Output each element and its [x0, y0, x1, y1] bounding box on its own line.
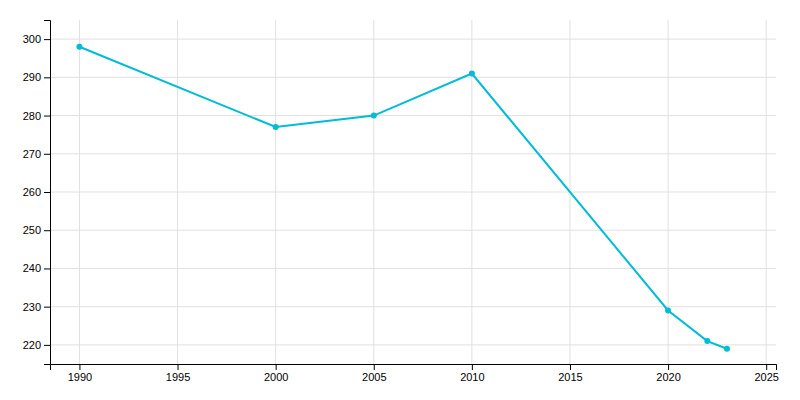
y-tick-mark [44, 39, 50, 40]
series [76, 44, 730, 352]
x-tick-label: 1990 [68, 371, 92, 383]
x-tick: 2005 [362, 364, 386, 383]
y-tick: 280 [23, 110, 50, 122]
y-grid-line [50, 230, 776, 231]
y-tick: 270 [23, 148, 50, 160]
x-tick: 1990 [68, 364, 92, 383]
y-tick-mark [44, 116, 50, 117]
x-tick: 2010 [460, 364, 484, 383]
y-tick-label: 270 [23, 148, 41, 160]
point [724, 346, 730, 352]
point [665, 307, 671, 313]
y-tick-label: 280 [23, 110, 41, 122]
chart: 1990 1995 2000 2005 2010 2015 2020 2025 220 230 24… [0, 0, 800, 400]
point [76, 44, 82, 50]
x-tick-mark [79, 364, 80, 370]
y-tick: 290 [23, 71, 50, 83]
x-tick-mark [472, 364, 473, 370]
y-tick-label: 240 [23, 262, 41, 274]
y-grid-line [50, 268, 776, 269]
y-tick: 240 [23, 262, 50, 274]
y-tick-mark [44, 307, 50, 308]
point [704, 338, 710, 344]
grid [50, 20, 776, 364]
x-tick: 2020 [656, 364, 680, 383]
x-tick-mark [668, 364, 669, 370]
x-tick-label: 2000 [264, 371, 288, 383]
y-grid-line [50, 77, 776, 78]
y-tick-label: 260 [23, 186, 41, 198]
point [371, 113, 377, 119]
x-tick-mark [276, 364, 277, 370]
x-tick-label: 2010 [460, 371, 484, 383]
y-tick-label: 220 [23, 339, 41, 351]
x-tick-label: 2005 [362, 371, 386, 383]
y-tick: 260 [23, 186, 50, 198]
x-tick-label: 1995 [166, 371, 190, 383]
x-tick-mark [766, 364, 767, 370]
x-axis: 1990 1995 2000 2005 2010 2015 2020 2025 [51, 364, 779, 383]
y-tick-label: 290 [23, 71, 41, 83]
line [79, 47, 727, 349]
x-tick-label: 2020 [656, 371, 680, 383]
x-tick: 1995 [166, 364, 190, 383]
y-tick-label: 250 [23, 224, 41, 236]
x-tick: 2000 [264, 364, 288, 383]
y-tick-label: 300 [23, 33, 41, 45]
y-tick-mark [44, 154, 50, 155]
plot: 1990 1995 2000 2005 2010 2015 2020 2025 220 230 24… [23, 20, 779, 383]
y-grid-line [50, 306, 776, 307]
y-tick: 230 [23, 301, 50, 313]
x-tick-label: 2015 [558, 371, 582, 383]
y-tick-label: 230 [23, 301, 41, 313]
y-grid-line [50, 344, 776, 345]
x-tick-mark [178, 364, 179, 370]
y-tick: 250 [23, 224, 50, 236]
y-grid-line [50, 115, 776, 116]
y-tick-mark [44, 77, 50, 78]
point [469, 71, 475, 77]
y-tick: 300 [23, 33, 50, 45]
y-grid-line [50, 192, 776, 193]
y-tick-mark [44, 192, 50, 193]
x-tick: 2025 [754, 364, 778, 383]
y-tick-mark [44, 345, 50, 346]
x-tick-mark [374, 364, 375, 370]
y-grid-line [50, 39, 776, 40]
y-grid-line [50, 153, 776, 154]
x-tick-label: 2025 [754, 371, 778, 383]
y-axis-line [44, 21, 51, 365]
x-axis-line [51, 365, 777, 371]
x-tick: 2015 [558, 364, 582, 383]
y-tick: 220 [23, 339, 50, 351]
y-tick-mark [44, 230, 50, 231]
y-axis: 220 230 240 250 260 270 280 290 300 [23, 21, 51, 365]
x-tick-mark [570, 364, 571, 370]
y-tick-mark [44, 268, 50, 269]
point [273, 124, 279, 130]
